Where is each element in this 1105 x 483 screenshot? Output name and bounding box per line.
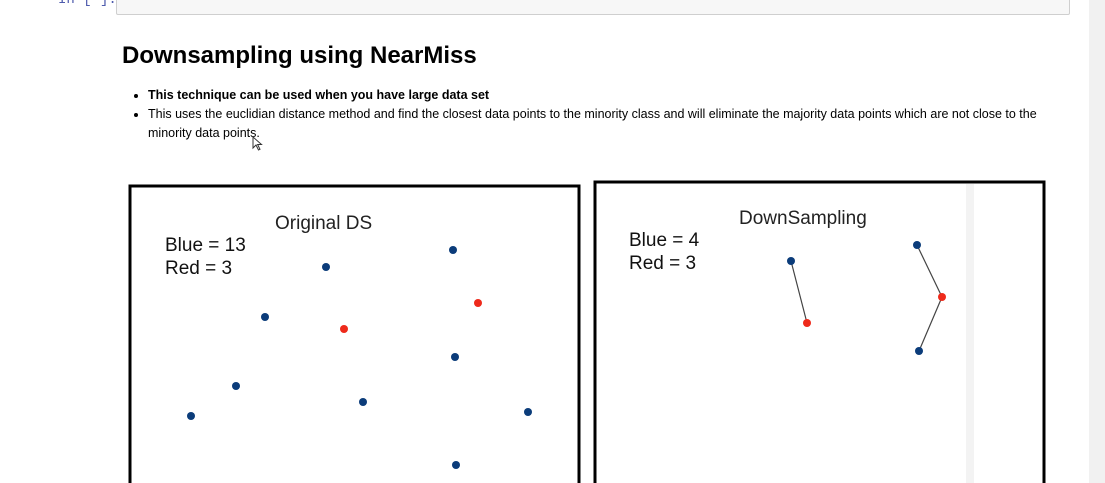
original-ds-title: Original DS [275,213,372,234]
blue-point [524,408,532,416]
bullet-item-euclidean-method: This uses the euclidian distance method … [148,105,1063,143]
bullet-item-large-dataset: This technique can be used when you have… [148,86,1063,105]
downsampling-frame [593,180,1046,483]
bullet-list: This technique can be used when you have… [131,86,1063,143]
blue-point [787,257,795,265]
original-ds-blue-count: Blue = 13 [165,235,246,256]
red-point [803,319,811,327]
red-point [938,293,946,301]
blue-point [187,412,195,420]
red-point [340,325,348,333]
downsampling-red-count: Red = 3 [629,253,696,274]
blue-point [452,461,460,469]
blue-point [449,246,457,254]
original-ds-points [187,246,532,469]
blue-point [913,241,921,249]
red-point [474,299,482,307]
vertical-scrollbar[interactable] [1089,0,1105,483]
blue-point [322,263,330,271]
original-ds-red-count: Red = 3 [165,258,232,279]
nearest-link [918,296,943,352]
cell-prompt: In [ ]: [58,0,117,8]
downsampling-points [787,241,946,355]
downsampling-blue-count: Blue = 4 [629,230,700,251]
mouse-pointer-icon [252,136,263,151]
downsampling-title: DownSampling [739,208,867,229]
section-title: Downsampling using NearMiss [122,42,477,69]
nearest-link [790,260,808,324]
blue-point [232,382,240,390]
downsampling-links [790,244,943,352]
original-ds-frame [128,184,581,483]
nearest-link [916,244,943,298]
empty-code-cell[interactable] [116,0,1070,15]
blue-point [915,347,923,355]
nearmiss-figure: Original DS Blue = 13 Red = 3 DownSampli… [128,180,1046,483]
blue-point [261,313,269,321]
downsampling-shade-strip [966,184,974,483]
blue-point [359,398,367,406]
blue-point [451,353,459,361]
